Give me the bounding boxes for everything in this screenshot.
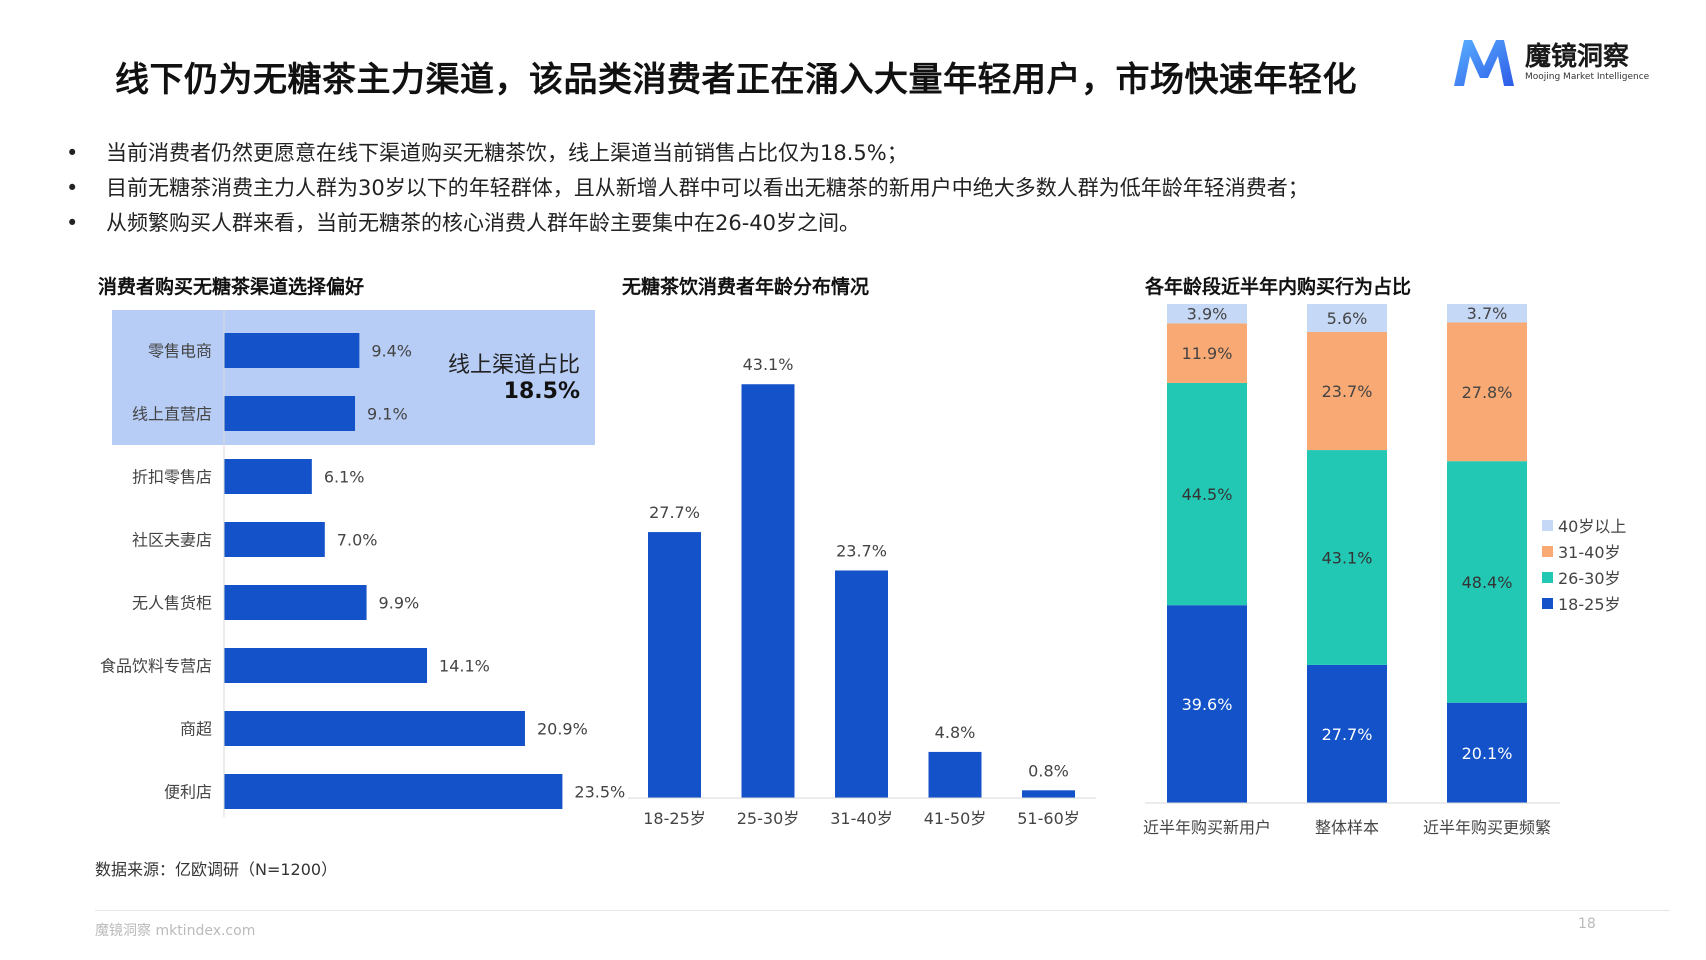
bullet-marker: •	[66, 176, 79, 200]
channel-bar	[224, 459, 312, 494]
online-share-value: 18.5%	[504, 379, 580, 404]
channel-bar	[224, 648, 428, 683]
channel-bar	[224, 396, 356, 431]
channel-value-label: 6.1%	[324, 468, 365, 487]
logo-name: 魔镜洞察	[1525, 42, 1630, 72]
stacked-segment	[1167, 382, 1247, 606]
channel-value-label: 23.5%	[574, 783, 625, 802]
legend-entry: 26-30岁	[1558, 569, 1621, 588]
chart-1-title: 消费者购买无糖茶渠道选择偏好	[98, 276, 365, 298]
bullet-text: 当前消费者仍然更愿意在线下渠道购买无糖茶饮，线上渠道当前销售占比仅为18.5%；	[106, 141, 908, 165]
logo-subtitle: Moojing Market Intelligence	[1525, 72, 1650, 82]
channel-tick-label: 社区夫妻店	[132, 531, 212, 550]
age-value-label: 23.7%	[836, 541, 887, 560]
age-tick-label: 51-60岁	[1017, 809, 1080, 828]
stacked-segment	[1307, 304, 1387, 332]
stacked-value-label: 43.1%	[1322, 548, 1373, 567]
chart-3-title: 各年龄段近半年内购买行为占比	[1145, 276, 1412, 298]
channel-bar	[224, 522, 325, 557]
stacked-value-label: 3.7%	[1467, 304, 1508, 323]
stacked-tick-label: 近半年购买新用户	[1143, 818, 1271, 837]
channel-value-label: 9.1%	[367, 405, 408, 424]
channel-tick-label: 线上直营店	[132, 405, 212, 424]
chart-2-title: 无糖茶饮消费者年龄分布情况	[622, 276, 870, 298]
age-bar	[648, 532, 701, 798]
channel-tick-label: 食品饮料专营店	[100, 657, 212, 676]
channel-tick-label: 零售电商	[148, 342, 212, 361]
age-tick-label: 31-40岁	[830, 809, 893, 828]
bullet-marker: •	[66, 141, 79, 165]
stacked-value-label: 27.8%	[1462, 383, 1513, 402]
age-bar	[835, 570, 888, 798]
age-tick-label: 25-30岁	[737, 809, 800, 828]
stacked-segment	[1307, 331, 1387, 451]
bullet-item-3: • 从频繁购买人群来看，当前无糖茶的核心消费人群年龄主要集中在26-40岁之间。	[66, 207, 860, 237]
stacked-segment	[1167, 605, 1247, 803]
stacked-value-label: 5.6%	[1327, 309, 1368, 328]
stacked-value-label: 3.9%	[1187, 305, 1228, 324]
stacked-segment	[1447, 702, 1527, 803]
legend-entry: 18-25岁	[1558, 595, 1621, 614]
stacked-value-label: 20.1%	[1462, 744, 1513, 763]
stacked-segment	[1447, 461, 1527, 703]
legend-swatch	[1542, 572, 1553, 583]
channel-tick-label: 无人售货柜	[132, 594, 212, 613]
channel-tick-label: 便利店	[164, 783, 212, 802]
channel-value-label: 14.1%	[439, 657, 490, 676]
data-source: 数据来源：亿欧调研（N=1200）	[95, 860, 338, 879]
channel-value-label: 9.4%	[371, 342, 412, 361]
stacked-value-label: 44.5%	[1182, 485, 1233, 504]
channel-bar	[224, 774, 563, 809]
page-title: 线下仍为无糖茶主力渠道，该品类消费者正在涌入大量年轻用户，市场快速年轻化	[115, 60, 1357, 100]
stacked-value-label: 11.9%	[1182, 344, 1233, 363]
stacked-segment	[1447, 304, 1527, 323]
online-share-label: 线上渠道占比	[448, 353, 580, 378]
legend-swatch	[1542, 598, 1553, 609]
bullet-item-2: • 目前无糖茶消费主力人群为30岁以下的年轻群体，且从新增人群中可以看出无糖茶的新…	[66, 172, 1309, 202]
bullet-text: 目前无糖茶消费主力人群为30岁以下的年轻群体，且从新增人群中可以看出无糖茶的新用…	[106, 176, 1309, 200]
stacked-segment	[1167, 323, 1247, 383]
stacked-value-label: 27.7%	[1322, 725, 1373, 744]
bullet-item-1: • 当前消费者仍然更愿意在线下渠道购买无糖茶饮，线上渠道当前销售占比仅为18.5%…	[66, 137, 908, 167]
footer-divider	[95, 910, 1670, 911]
channel-value-label: 7.0%	[337, 531, 378, 550]
channel-bar	[224, 585, 367, 620]
age-tick-label: 41-50岁	[924, 809, 987, 828]
channel-value-label: 9.9%	[379, 594, 420, 613]
legend-swatch	[1542, 546, 1553, 557]
page-number: 18	[1578, 916, 1596, 932]
legend-swatch	[1542, 520, 1553, 531]
channel-bar	[224, 333, 360, 368]
m-logo-icon	[1454, 40, 1514, 86]
age-tick-label: 18-25岁	[643, 809, 706, 828]
footer-brand: 魔镜洞察 mktindex.com	[95, 923, 256, 939]
stacked-segment	[1447, 322, 1527, 462]
age-value-label: 27.7%	[649, 503, 700, 522]
stacked-segment	[1307, 450, 1387, 665]
age-bar	[741, 384, 795, 798]
stacked-tick-label: 近半年购买更频繁	[1423, 818, 1551, 837]
age-value-label: 0.8%	[1028, 761, 1069, 780]
bullet-marker: •	[66, 211, 79, 235]
stacked-value-label: 48.4%	[1462, 573, 1513, 592]
bullet-text: 从频繁购买人群来看，当前无糖茶的核心消费人群年龄主要集中在26-40岁之间。	[106, 211, 861, 235]
stacked-tick-label: 整体样本	[1315, 818, 1379, 837]
channel-tick-label: 商超	[180, 720, 212, 739]
channel-tick-label: 折扣零售店	[132, 468, 212, 487]
stacked-value-label: 23.7%	[1322, 382, 1373, 401]
legend-entry: 40岁以上	[1558, 517, 1626, 536]
age-bar	[1022, 790, 1075, 798]
channel-value-label: 20.9%	[537, 720, 588, 739]
stacked-segment	[1307, 664, 1387, 803]
legend-entry: 31-40岁	[1558, 543, 1621, 562]
age-value-label: 4.8%	[935, 723, 976, 742]
stacked-value-label: 39.6%	[1182, 695, 1233, 714]
age-bar	[928, 751, 982, 798]
stacked-segment	[1167, 304, 1247, 324]
channel-bar	[224, 711, 525, 746]
age-value-label: 43.1%	[743, 355, 794, 374]
